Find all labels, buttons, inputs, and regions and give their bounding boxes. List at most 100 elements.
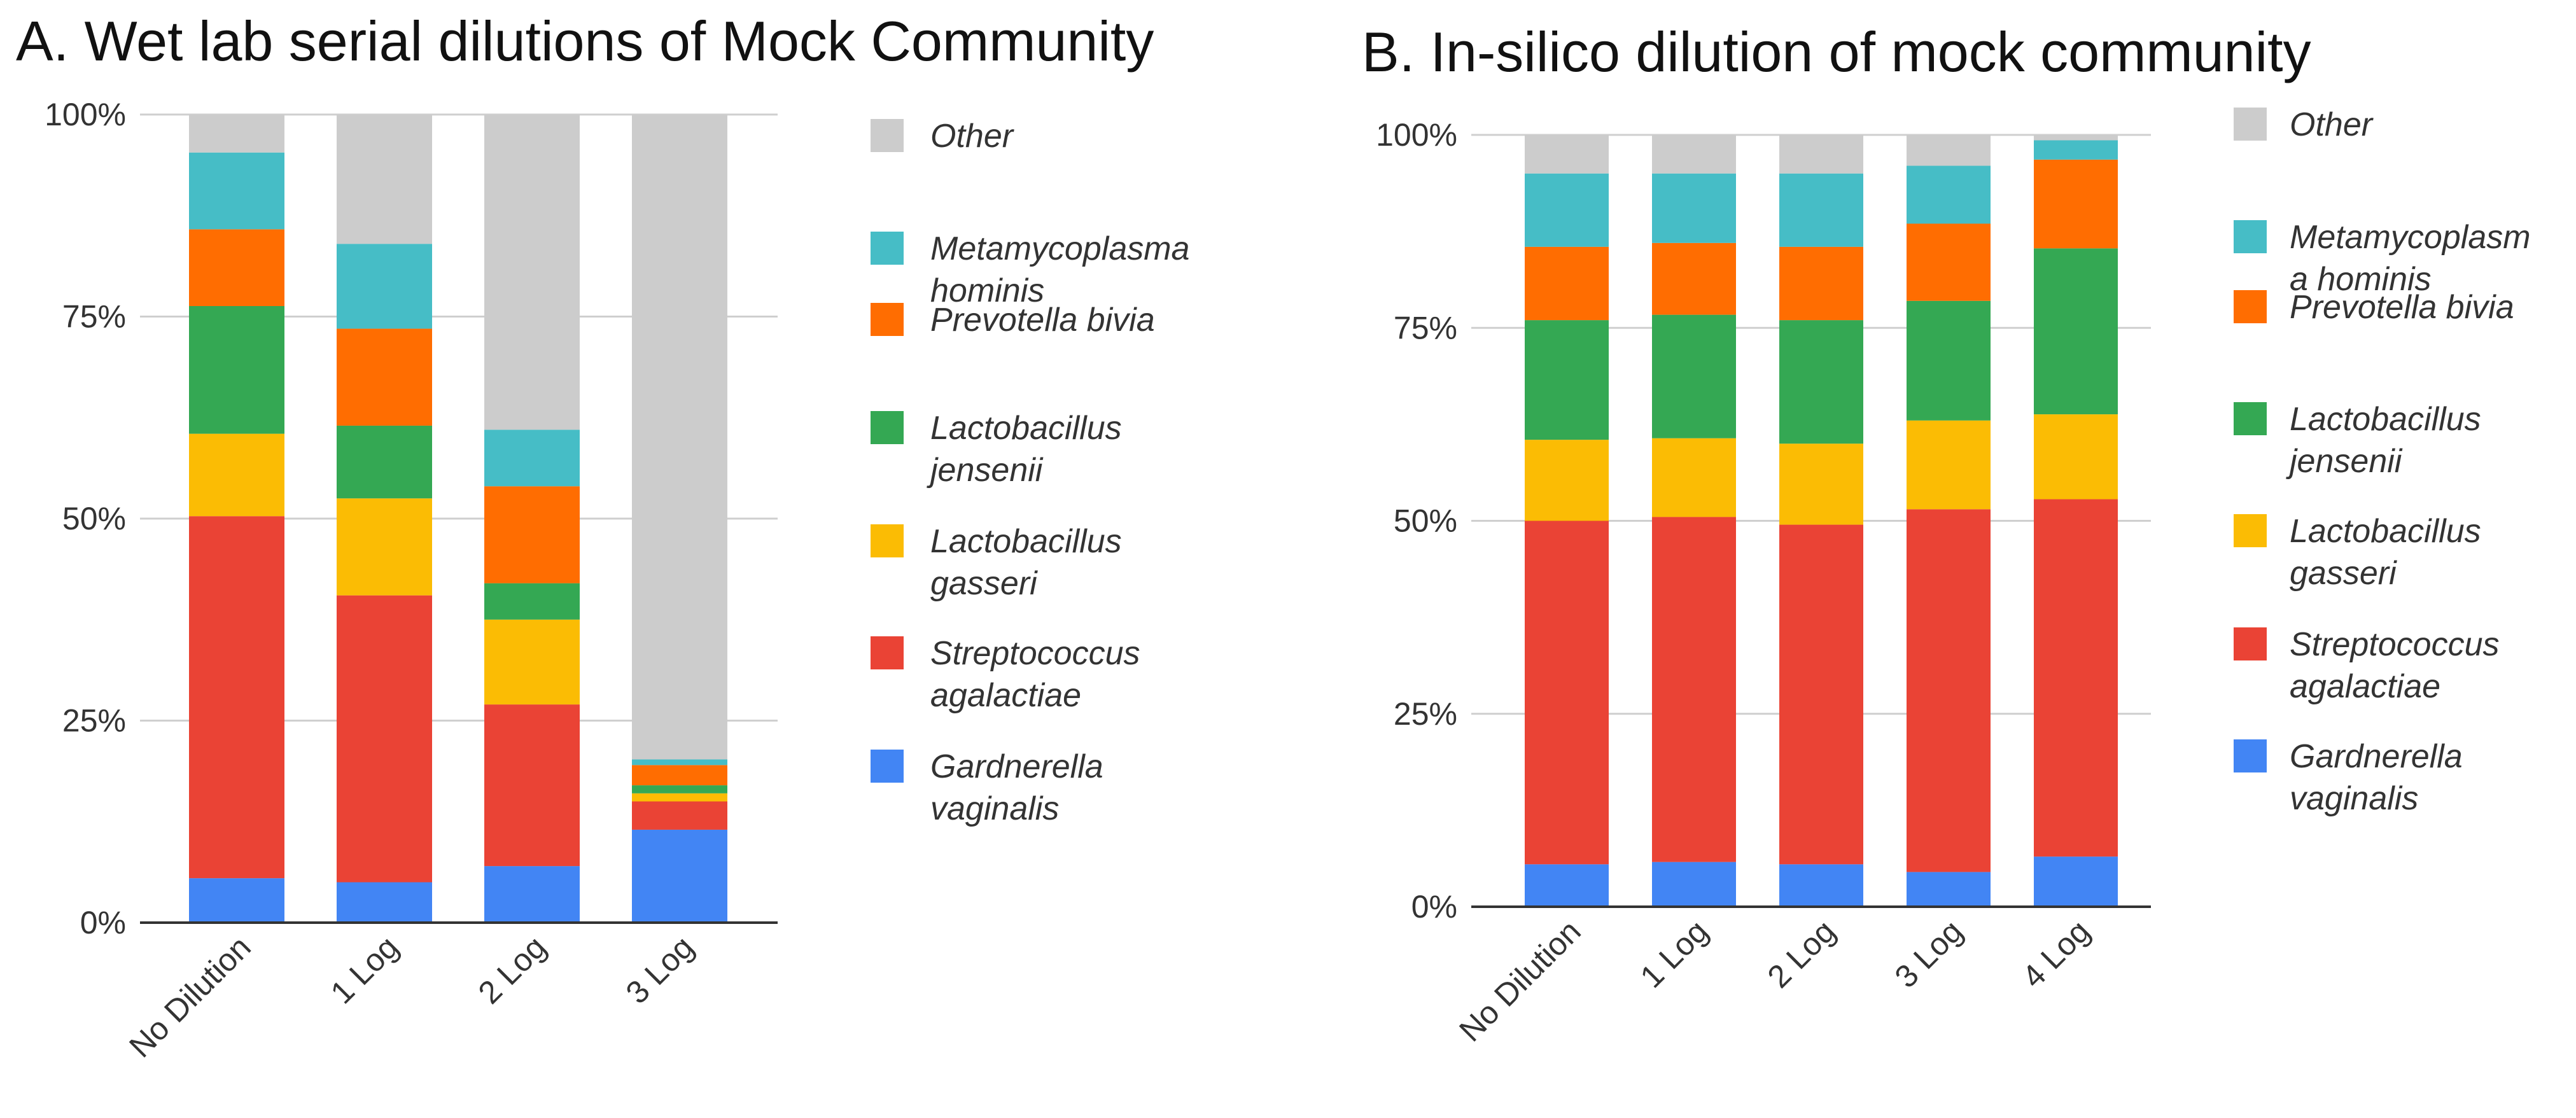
- chart-b-legend-label-gardnerella-vaginalis: vaginalis: [2290, 780, 2418, 817]
- chart-a-bar-segment-streptococcus-agalactiae: [484, 704, 580, 867]
- chart-a-bar-segment-lactobacillus-jensenii: [632, 785, 727, 793]
- chart-b-bar-segment-metamycoplasma-hominis: [1907, 165, 1991, 224]
- chart-a-bar-segment-lactobacillus-gasseri: [632, 793, 727, 802]
- chart-a-bar-segment-gardnerella-vaginalis: [484, 866, 580, 923]
- chart-b-y-tick-label: 25%: [1394, 696, 1457, 732]
- chart-a-bar-segment-other: [484, 115, 580, 430]
- chart-b-bar-segment-other: [1652, 135, 1736, 174]
- chart-a-bar-segment-other: [337, 115, 432, 244]
- chart-a-legend-label-lactobacillus-gasseri: gasseri: [930, 565, 1038, 602]
- chart-b-legend-label-lactobacillus-gasseri: Lactobacillus: [2290, 513, 2481, 550]
- chart-b-legend-label-prevotella-bivia: Prevotella bivia: [2290, 289, 2514, 326]
- chart-a-y-tick-label: 0%: [80, 905, 126, 940]
- chart-b-bar-segment-prevotella-bivia: [1779, 246, 1863, 321]
- chart-a-bar-segment-lactobacillus-gasseri: [484, 619, 580, 705]
- chart-b-legend-label-gardnerella-vaginalis: Gardnerella: [2290, 738, 2463, 775]
- chart-a-legend-swatch-metamycoplasma-hominis: [871, 232, 904, 265]
- chart-a: A. Wet lab serial dilutions of Mock Comm…: [16, 10, 1189, 1065]
- chart-a-bar-segment-other: [189, 115, 284, 153]
- chart-b-bar-segment-streptococcus-agalactiae: [2034, 499, 2118, 857]
- chart-a-x-tick-label: 3 Log: [619, 929, 701, 1010]
- chart-b-bar-segment-other: [1779, 135, 1863, 174]
- chart-b-legend-label-other: Other: [2290, 106, 2374, 143]
- chart-b-bar-segment-gardnerella-vaginalis: [1525, 864, 1609, 907]
- chart-b-legend-swatch-lactobacillus-jensenii: [2234, 402, 2267, 435]
- chart-a-bar-segment-lactobacillus-jensenii: [189, 305, 284, 434]
- chart-b-bar-segment-lactobacillus-jensenii: [1779, 320, 1863, 444]
- chart-b-y-tick-label: 50%: [1394, 503, 1457, 539]
- chart-a-bar-segment-prevotella-bivia: [337, 328, 432, 426]
- chart-b-x-tick-label: 1 Log: [1634, 913, 1715, 995]
- chart-a-legend-label-streptococcus-agalactiae: Streptococcus: [930, 635, 1140, 672]
- chart-a-legend-label-lactobacillus-jensenii: Lactobacillus: [930, 410, 1122, 447]
- chart-a-bar-segment-streptococcus-agalactiae: [189, 516, 284, 879]
- chart-b-legend-label-lactobacillus-jensenii: jensenii: [2286, 443, 2403, 480]
- chart-a-legend-label-gardnerella-vaginalis: vaginalis: [930, 790, 1059, 827]
- chart-a-bar-segment-lactobacillus-jensenii: [484, 583, 580, 620]
- chart-a-legend-label-prevotella-bivia: Prevotella bivia: [930, 302, 1155, 339]
- chart-b-bar-segment-streptococcus-agalactiae: [1779, 524, 1863, 865]
- chart-a-legend-label-metamycoplasma-hominis: hominis: [930, 272, 1044, 309]
- chart-a-bar-segment-lactobacillus-gasseri: [337, 498, 432, 596]
- chart-b-bar-segment-metamycoplasma-hominis: [1652, 173, 1736, 243]
- chart-a-y-tick-label: 50%: [62, 501, 126, 536]
- chart-b: B. In-silico dilution of mock community …: [1362, 20, 2531, 1049]
- chart-a-bar-segment-gardnerella-vaginalis: [337, 882, 432, 923]
- chart-a-legend-swatch-other: [871, 119, 904, 152]
- chart-b-y-tick-label: 75%: [1394, 310, 1457, 346]
- chart-a-legend-label-lactobacillus-jensenii: jensenii: [927, 452, 1044, 489]
- chart-a-legend-swatch-streptococcus-agalactiae: [871, 636, 904, 669]
- chart-a-bar-segment-lactobacillus-gasseri: [189, 433, 284, 517]
- chart-a-legend-label-streptococcus-agalactiae: agalactiae: [930, 677, 1081, 714]
- chart-b-bar-segment-other: [1907, 135, 1991, 166]
- chart-b-bar-segment-streptococcus-agalactiae: [1525, 521, 1609, 865]
- chart-b-y-tick-label: 0%: [1411, 889, 1457, 925]
- chart-b-title: B. In-silico dilution of mock community: [1362, 20, 2311, 83]
- chart-b-bar-segment-other: [2034, 135, 2118, 141]
- chart-b-bar-segment-lactobacillus-jensenii: [1907, 300, 1991, 421]
- chart-b-bar-segment-streptococcus-agalactiae: [1907, 509, 1991, 872]
- chart-b-bar-segment-lactobacillus-gasseri: [1779, 444, 1863, 525]
- chart-a-x-tick-label: 2 Log: [472, 929, 553, 1010]
- chart-b-legend-label-streptococcus-agalactiae: agalactiae: [2290, 668, 2440, 705]
- chart-a-legend-swatch-lactobacillus-gasseri: [871, 524, 904, 557]
- chart-b-bar-segment-prevotella-bivia: [1907, 223, 1991, 301]
- chart-b-bar-segment-lactobacillus-jensenii: [1525, 320, 1609, 440]
- chart-a-x-tick-label: 1 Log: [324, 929, 405, 1010]
- chart-b-legend-label-lactobacillus-jensenii: Lactobacillus: [2290, 401, 2481, 438]
- chart-b-legend-swatch-lactobacillus-gasseri: [2234, 514, 2267, 547]
- chart-b-bar-segment-metamycoplasma-hominis: [1779, 173, 1863, 247]
- chart-a-bar-segment-gardnerella-vaginalis: [632, 829, 727, 923]
- chart-b-bar-segment-prevotella-bivia: [2034, 159, 2118, 249]
- chart-a-legend-swatch-gardnerella-vaginalis: [871, 750, 904, 783]
- chart-b-bar-segment-gardnerella-vaginalis: [1779, 864, 1863, 907]
- chart-b-x-tick-label: 3 Log: [1888, 913, 1970, 995]
- chart-a-y-tick-label: 75%: [62, 299, 126, 335]
- chart-b-bar-segment-lactobacillus-jensenii: [1652, 314, 1736, 438]
- chart-a-legend-swatch-lactobacillus-jensenii: [871, 411, 904, 444]
- chart-b-bar-segment-other: [1525, 135, 1609, 174]
- chart-b-legend-label-lactobacillus-gasseri: gasseri: [2290, 555, 2397, 592]
- chart-a-bar-segment-prevotella-bivia: [632, 765, 727, 786]
- chart-b-x-tick-label: 4 Log: [2015, 913, 2097, 995]
- chart-b-bar-segment-gardnerella-vaginalis: [1652, 862, 1736, 907]
- chart-b-legend-swatch-streptococcus-agalactiae: [2234, 627, 2267, 660]
- chart-a-y-tick-label: 100%: [45, 97, 126, 132]
- chart-b-bar-segment-streptococcus-agalactiae: [1652, 517, 1736, 862]
- chart-b-legend-swatch-gardnerella-vaginalis: [2234, 739, 2267, 772]
- chart-a-bar-segment-metamycoplasma-hominis: [189, 152, 284, 230]
- chart-b-x-tick-label: 2 Log: [1761, 913, 1842, 995]
- chart-a-bar-segment-gardnerella-vaginalis: [189, 878, 284, 923]
- chart-a-bar-segment-prevotella-bivia: [189, 229, 284, 306]
- chart-a-title: A. Wet lab serial dilutions of Mock Comm…: [16, 10, 1154, 73]
- chart-b-bar-segment-prevotella-bivia: [1652, 242, 1736, 315]
- chart-a-bar-segment-metamycoplasma-hominis: [484, 430, 580, 487]
- chart-a-bar-segment-prevotella-bivia: [484, 486, 580, 583]
- chart-b-bar-segment-metamycoplasma-hominis: [1525, 173, 1609, 247]
- chart-a-legend-label-metamycoplasma-hominis: Metamycoplasma: [930, 230, 1189, 267]
- chart-a-bar-segment-metamycoplasma-hominis: [337, 244, 432, 329]
- chart-b-legend-label-streptococcus-agalactiae: Streptococcus: [2290, 626, 2500, 663]
- chart-b-bar-segment-lactobacillus-gasseri: [2034, 414, 2118, 500]
- chart-a-bar-segment-streptococcus-agalactiae: [337, 595, 432, 883]
